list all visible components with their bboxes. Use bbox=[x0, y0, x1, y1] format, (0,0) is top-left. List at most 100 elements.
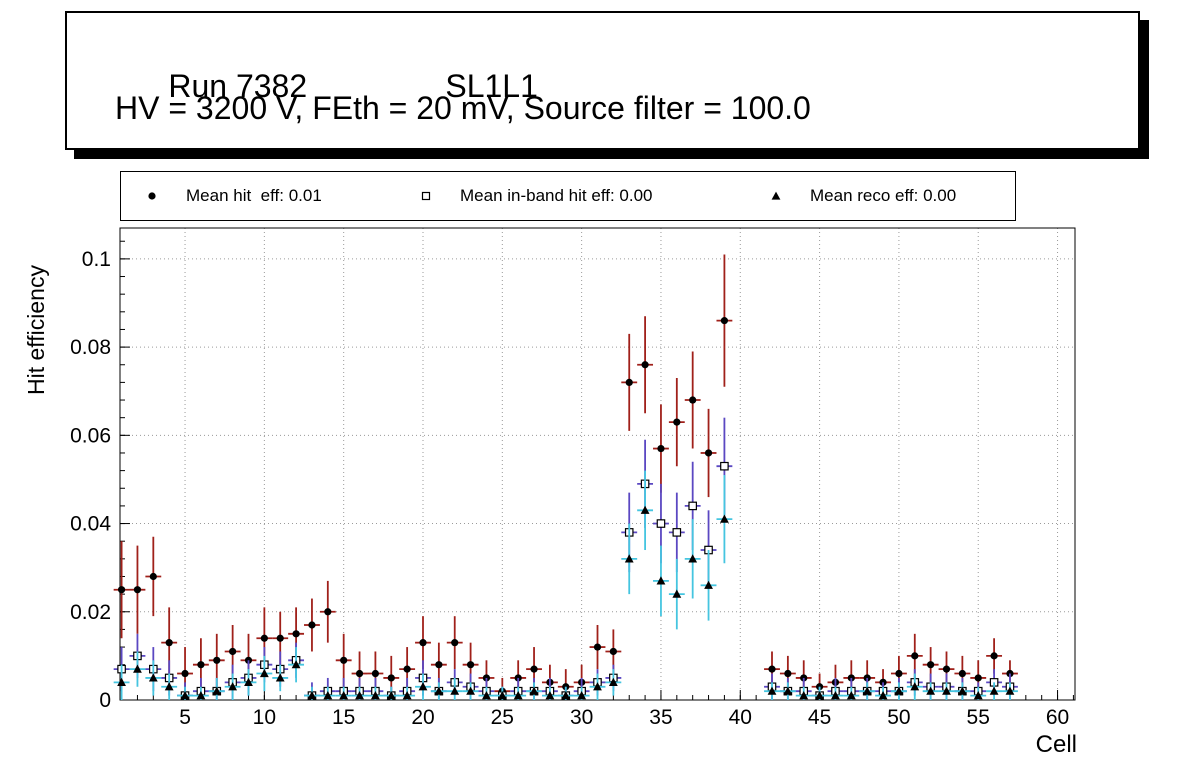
data-point bbox=[148, 673, 158, 682]
data-point bbox=[704, 580, 713, 589]
data-point bbox=[213, 656, 221, 664]
data-point bbox=[656, 519, 666, 528]
data-point bbox=[942, 665, 951, 673]
data-point bbox=[308, 621, 316, 629]
y-tick-label: 0.08 bbox=[70, 336, 111, 359]
data-point bbox=[149, 572, 157, 581]
data-point bbox=[451, 639, 459, 647]
data-point bbox=[340, 656, 348, 664]
y-tick-label: 0.1 bbox=[82, 248, 111, 271]
series-reco-eff bbox=[113, 470, 1018, 700]
data-point bbox=[403, 665, 411, 673]
data-point bbox=[133, 586, 142, 594]
data-point bbox=[561, 690, 571, 700]
y-axis-title: Hit efficiency bbox=[23, 265, 49, 395]
data-point bbox=[831, 690, 840, 700]
data-point bbox=[307, 690, 317, 700]
data-point bbox=[957, 686, 967, 695]
x-tick-label: 60 bbox=[1046, 706, 1069, 729]
data-point bbox=[229, 647, 237, 656]
data-point bbox=[117, 677, 126, 686]
data-point bbox=[689, 396, 697, 404]
title-box: Run 7382 SL1L1 HV = 3200 V, FEth = 20 mV,… bbox=[65, 11, 1140, 150]
x-tick-label: 30 bbox=[570, 706, 593, 729]
data-point bbox=[530, 665, 538, 673]
data-point bbox=[497, 690, 507, 700]
data-point bbox=[927, 661, 935, 669]
data-point bbox=[181, 669, 189, 678]
data-point bbox=[704, 449, 713, 457]
conditions-label: HV = 3200 V, FEth = 20 mV, Source filter… bbox=[115, 90, 811, 126]
x-tick-label: 10 bbox=[253, 706, 276, 729]
data-point bbox=[323, 690, 333, 700]
data-point bbox=[973, 690, 983, 700]
x-axis-title: Cell bbox=[1036, 731, 1077, 758]
data-point bbox=[291, 660, 301, 669]
x-tick-label: 50 bbox=[887, 706, 910, 729]
data-point bbox=[862, 686, 872, 695]
data-point bbox=[402, 690, 412, 700]
data-point bbox=[910, 682, 920, 691]
series-hit-eff bbox=[113, 254, 1018, 700]
run-label: Run 7382 bbox=[168, 68, 308, 104]
data-point bbox=[608, 677, 618, 686]
data-point bbox=[989, 686, 999, 695]
data-point bbox=[292, 630, 300, 638]
x-tick-label: 55 bbox=[967, 706, 990, 729]
data-point bbox=[419, 639, 427, 647]
data-point bbox=[720, 317, 729, 325]
data-point bbox=[259, 668, 269, 678]
data-point bbox=[720, 514, 729, 523]
data-point bbox=[767, 686, 777, 695]
data-point bbox=[577, 690, 587, 700]
data-point bbox=[435, 661, 443, 669]
data-point bbox=[117, 586, 126, 594]
data-point bbox=[339, 690, 349, 700]
filled-triangle-icon bbox=[771, 191, 781, 200]
data-point bbox=[688, 554, 698, 563]
filled-circle-icon bbox=[148, 192, 156, 200]
data-point bbox=[799, 690, 809, 700]
data-point bbox=[783, 686, 793, 695]
y-tick-label: 0.02 bbox=[70, 601, 111, 624]
y-tick-label: 0.04 bbox=[70, 513, 111, 536]
data-point bbox=[656, 576, 666, 585]
data-point bbox=[784, 669, 792, 678]
data-point bbox=[324, 608, 332, 616]
data-point bbox=[673, 418, 681, 426]
data-point bbox=[593, 643, 602, 651]
data-point bbox=[641, 361, 649, 369]
data-point bbox=[768, 665, 776, 673]
data-point bbox=[545, 690, 555, 700]
data-point bbox=[1005, 686, 1015, 695]
data-point bbox=[180, 690, 190, 700]
data-point bbox=[974, 674, 982, 682]
data-point bbox=[228, 682, 238, 691]
open-square-icon bbox=[421, 191, 431, 201]
data-point bbox=[165, 639, 173, 647]
chamber-label: SL1L1 bbox=[445, 68, 538, 104]
data-point bbox=[657, 444, 665, 453]
y-axis: 0 0.02 0.04 0.06 0.08 0.1 Hit efficiency bbox=[23, 240, 130, 712]
data-point bbox=[450, 686, 460, 695]
y-tick-label: 0.06 bbox=[70, 424, 111, 447]
data-point bbox=[133, 664, 142, 673]
data-point bbox=[911, 652, 919, 660]
data-point bbox=[387, 674, 395, 682]
data-point bbox=[894, 686, 904, 695]
data-point bbox=[640, 505, 650, 514]
data-point bbox=[878, 690, 888, 700]
data-point bbox=[482, 690, 491, 700]
x-tick-label: 40 bbox=[729, 706, 752, 729]
data-point bbox=[434, 686, 444, 695]
data-point bbox=[609, 647, 617, 656]
data-point bbox=[815, 690, 824, 700]
data-point bbox=[196, 690, 206, 700]
legend-entry-reco-eff: Mean reco eff: 0.00 bbox=[769, 172, 956, 220]
data-point bbox=[672, 528, 682, 537]
x-tick-label: 15 bbox=[332, 706, 355, 729]
data-point bbox=[688, 501, 697, 511]
x-tick-label: 5 bbox=[179, 706, 191, 729]
data-point bbox=[276, 634, 284, 642]
